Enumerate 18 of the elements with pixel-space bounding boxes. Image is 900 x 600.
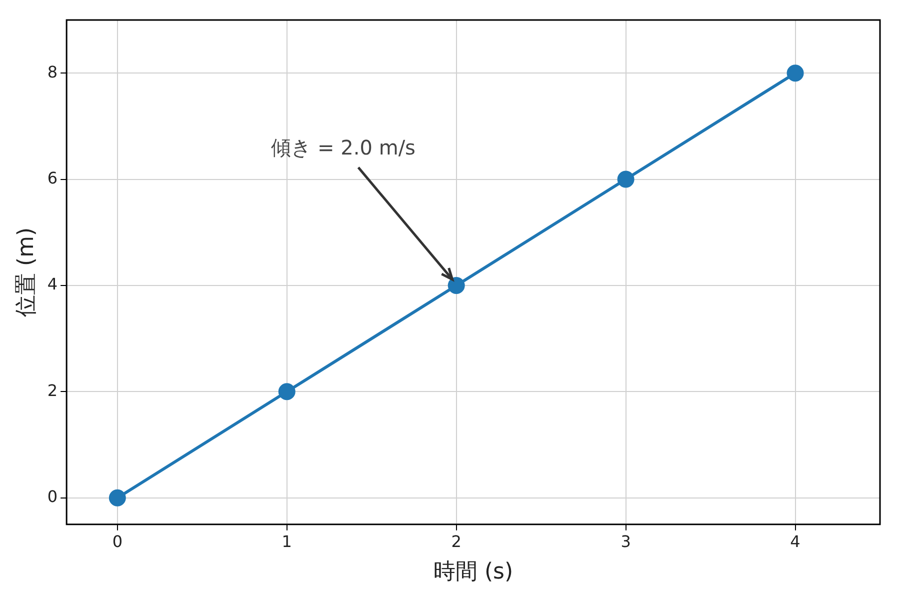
y-tick-label: 6: [47, 168, 58, 188]
y-axis-title: 位置 (m): [14, 227, 39, 317]
x-tick-label: 1: [282, 532, 292, 552]
y-tick-label: 8: [47, 62, 58, 82]
x-tick-label: 3: [620, 532, 631, 552]
annotation: 傾き = 2.0 m/s: [271, 136, 416, 160]
point: [108, 489, 126, 506]
x-tick-label: 4: [790, 532, 800, 552]
point: [448, 276, 465, 294]
y-tick-label: 4: [47, 274, 58, 294]
point: [278, 383, 296, 400]
point: [786, 64, 804, 82]
x-tick-label: 2: [451, 532, 462, 552]
y-tick-label: 2: [47, 380, 58, 400]
point: [617, 170, 634, 188]
x-tick-label: 0: [112, 532, 123, 552]
y-tick-label: 0: [47, 487, 58, 506]
x-axis-title: 時間 (s): [433, 560, 514, 585]
